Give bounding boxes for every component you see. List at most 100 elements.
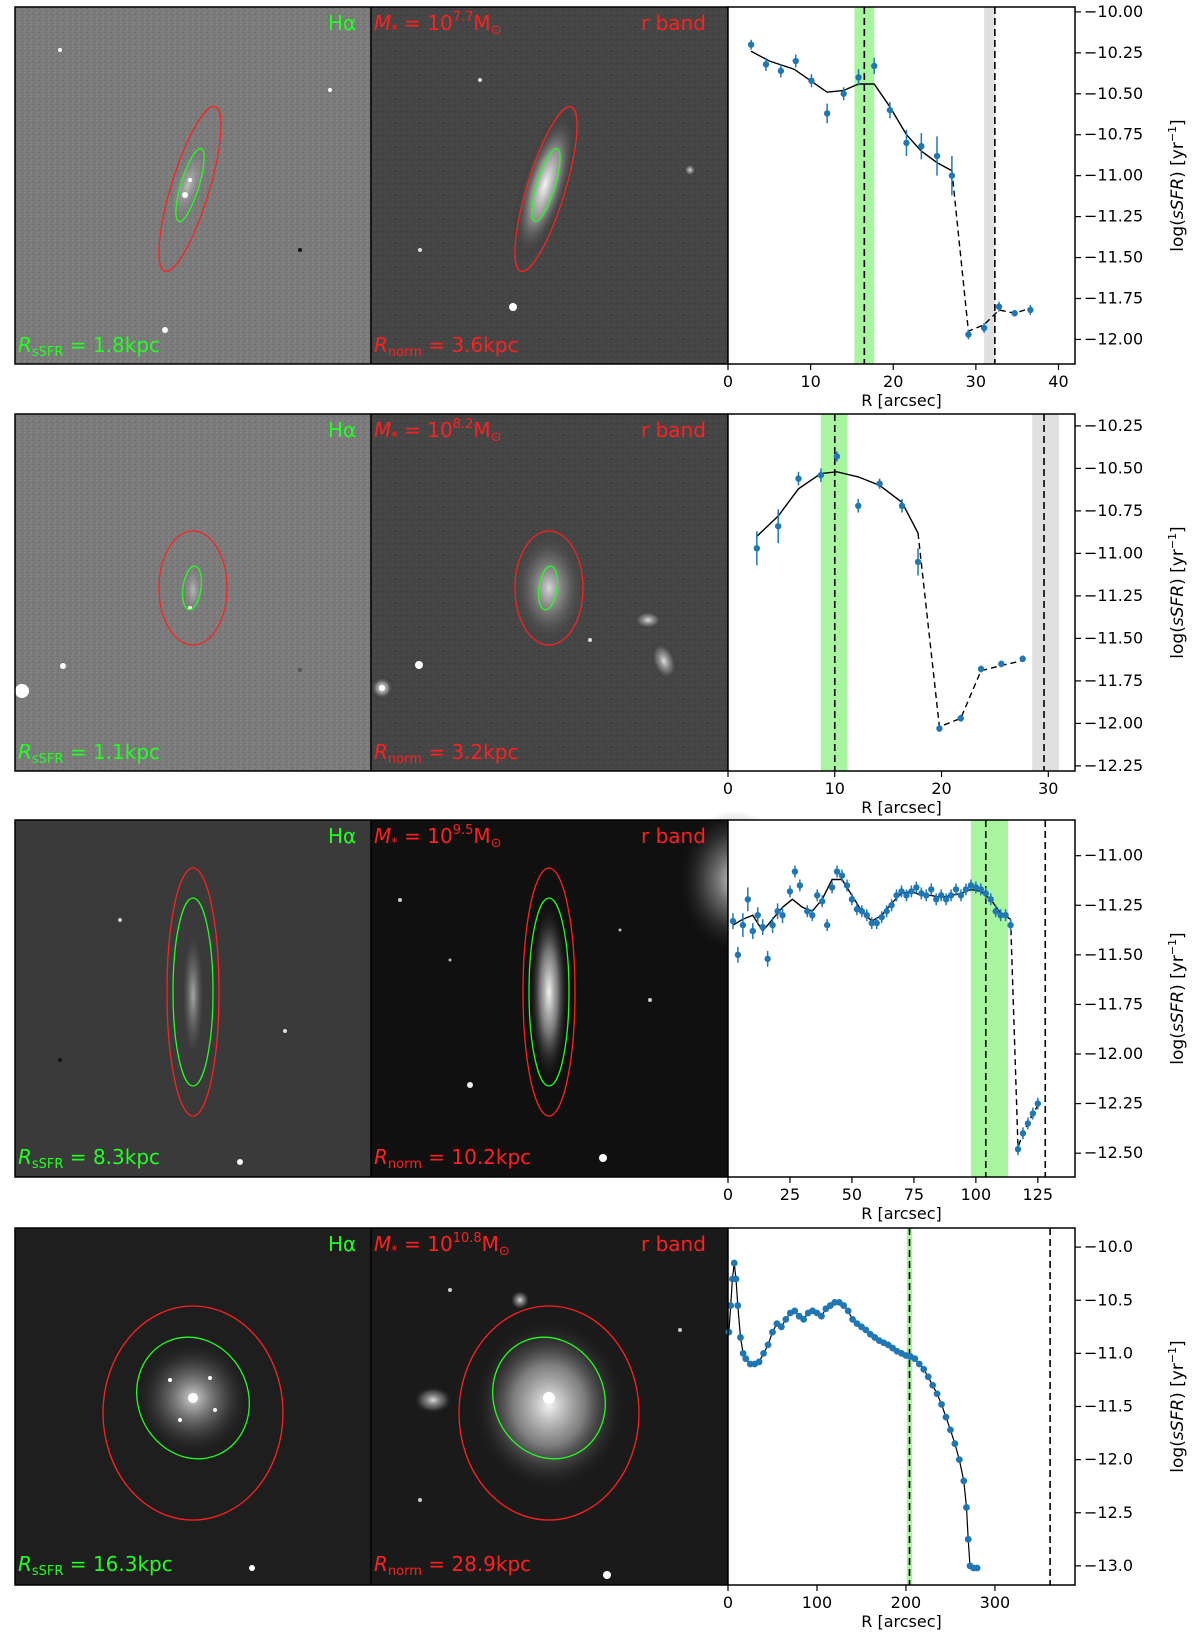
data-point [769,1328,776,1336]
data-point [1029,1110,1037,1117]
y-tick-label: −11.25 [1084,586,1143,605]
data-point [769,921,776,929]
rband-image-4: M* = 1010.8M⊙ r band Rnorm = 28.9kpc [371,1228,728,1585]
ssfr-profile-chart-3: 0 25 50 75 100 125 −12.50 −12.25 −12.00 −11.75 −11… [723,819,1188,1223]
stellar-mass-label: M* = 107.7M⊙ [374,10,502,38]
stellar-mass-label: M* = 1010.8M⊙ [374,1231,510,1259]
row-1: Hα RsSFR = 1.8kpc M* = 107.7M⊙ r band Rn… [15,7,728,364]
grey-band [1032,414,1059,771]
y-tick-label: −11.0 [1084,1343,1133,1362]
data-point [920,1365,928,1373]
y-tick-label: −11.50 [1084,628,1143,647]
data-point [817,472,825,479]
rnorm-label: Rnorm = 3.6kpc [374,333,518,360]
rband-label: r band [641,418,706,442]
data-point [744,896,752,903]
rssfr-ellipse [528,897,570,1087]
row-2: Hα RsSFR = 1.1kpc M* = 108.2M⊙ r band Rn… [15,414,728,771]
data-point [838,872,846,879]
data-point [764,1341,772,1349]
data-point [1002,912,1009,919]
data-point [947,1426,954,1434]
data-point [749,927,756,935]
rnorm-value: 28.9kpc [451,1552,531,1576]
data-point [814,892,821,899]
image-frames [14,6,729,1586]
x-tick-label: 0 [723,1593,733,1612]
data-point [973,1564,981,1572]
y-tick-label: −11.25 [1084,207,1143,226]
data-point [868,919,875,927]
rband-label: r band [641,1232,706,1256]
data-point [760,1349,767,1357]
data-point [782,1315,790,1323]
x-axis-label: R [arcsec] [861,798,942,817]
rband-image-3: M* = 109.5M⊙ r band Rnorm = 10.2kpc [371,810,790,1177]
plot-area [728,820,1075,1177]
data-point [952,886,960,893]
rssfr-ellipse [531,147,561,223]
data-point [791,1307,799,1315]
y-tick-label: −12.25 [1084,1094,1143,1113]
rnorm-ellipse [166,867,220,1117]
x-tick-label: 0 [723,1185,733,1204]
data-point [933,1390,941,1398]
data-point [774,908,781,915]
data-point [933,896,940,903]
data-point [734,951,742,959]
y-tick-label: −10.75 [1084,501,1143,520]
rssfr-label: RsSFR = 1.1kpc [18,740,160,767]
y-tick-label: −10.75 [1084,125,1143,144]
data-point [937,892,945,899]
data-point [963,1504,970,1511]
grey-band [984,7,995,364]
data-point [739,921,747,929]
data-point [840,1302,848,1309]
x-tick-label: 125 [1023,1185,1054,1204]
data-point [992,908,999,915]
x-tick-label: 40 [1048,372,1068,391]
data-point [792,57,799,65]
halpha-label: Hα [328,418,356,442]
x-tick-label: 20 [883,372,903,391]
halpha-image-1: Hα RsSFR = 1.8kpc [15,7,372,364]
data-point [962,886,970,893]
data-point [727,1302,735,1309]
rssfr-ellipse [175,147,205,223]
data-point [730,1259,738,1267]
plot-frame [727,819,1076,1178]
y-tick-label: −11.00 [1084,166,1143,185]
data-point [786,888,794,895]
row-4: Hα RsSFR = 16.3kpc M* = 1010.8M⊙ r band … [15,1228,728,1585]
data-point [977,886,985,893]
ssfr-profile-chart-2: 0 10 20 30 −12.25 −12.00 −11.75 −11.50 −11.25 −11… [723,413,1188,817]
rnorm-ellipse [514,530,584,646]
data-point [942,1413,950,1421]
data-point [734,1302,742,1309]
data-point [913,884,920,891]
data-point [753,545,761,552]
data-point [977,665,985,673]
plot-frame [727,6,1076,365]
data-point [764,955,771,963]
rssfr-ellipse [172,897,214,1087]
rssfr-label: RsSFR = 1.8kpc [18,333,160,360]
x-tick-label: 75 [904,1185,924,1204]
rnorm-ellipse [158,105,222,273]
data-point [795,475,802,482]
y-axis-label: log(sSFR) [yr−1] [1166,1340,1188,1472]
x-tick-label: 100 [802,1593,833,1612]
rnorm-label: Rnorm = 3.2kpc [374,740,518,767]
data-point [1034,1100,1042,1107]
data-point [923,892,930,899]
data-point [964,1535,972,1543]
rssfr-value: 1.8kpc [93,333,160,357]
data-point [908,888,915,895]
y-axis-label: log(sSFR) [yr−1] [1166,526,1188,658]
data-point [942,896,950,903]
y-tick-label: −12.00 [1084,713,1143,732]
data-point [808,77,815,84]
rssfr-label: RsSFR = 8.3kpc [18,1145,160,1172]
y-tick-label: −12.00 [1084,1044,1143,1063]
